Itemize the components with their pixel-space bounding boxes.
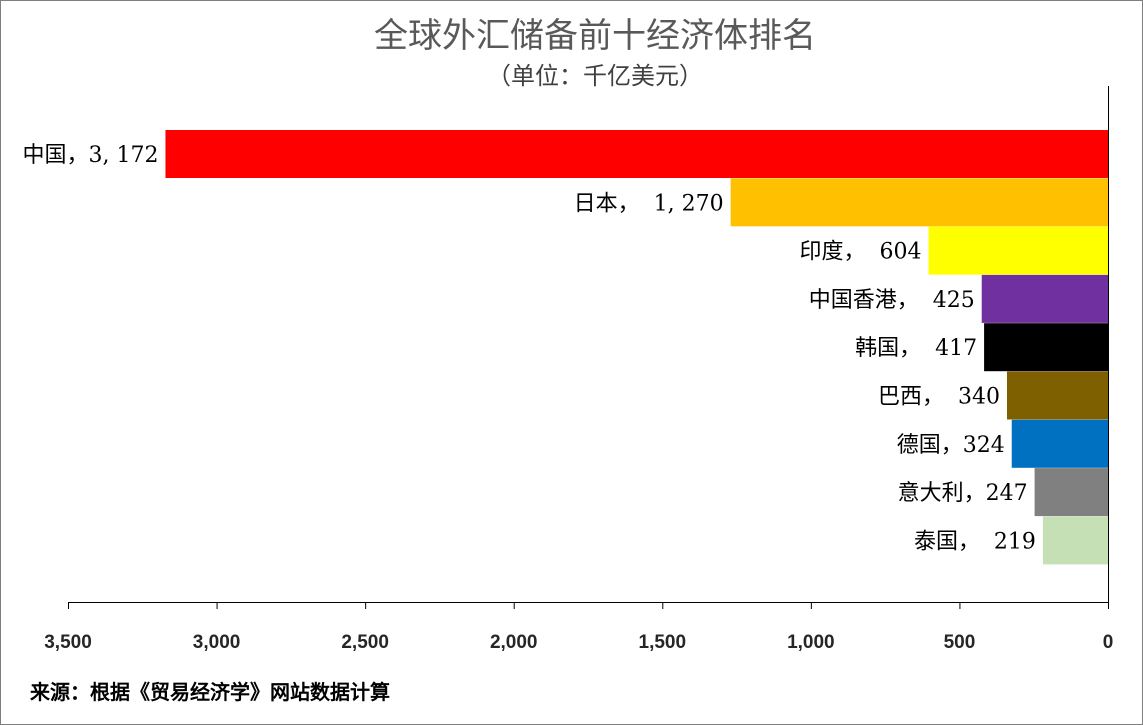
x-tick-label-4: 2,000: [490, 632, 538, 653]
data-label-3: 印度， 604: [800, 240, 922, 265]
bar-3: [928, 226, 1108, 275]
chart-title: 全球外汇储备前十经济体排名: [374, 16, 816, 56]
x-tick-label-7: 500: [944, 632, 976, 653]
bar-5: [984, 323, 1108, 372]
x-tick-label-5: 1,500: [639, 632, 687, 653]
data-label-4: 中国香港， 425: [809, 288, 975, 313]
x-tick-label-6: 1,000: [787, 632, 835, 653]
chart-subtitle: （单位：千亿美元）: [487, 62, 703, 90]
data-label-5: 韩国， 417: [855, 336, 977, 361]
x-tick-label-1: 3,500: [44, 632, 92, 653]
source-note: 来源：根据《贸易经济学》网站数据计算: [30, 680, 390, 704]
data-label-8: 意大利，247: [898, 481, 1028, 506]
bar-8: [1034, 468, 1108, 517]
bar-7: [1011, 419, 1108, 468]
data-label-6: 巴西， 340: [878, 385, 1000, 410]
data-label-9: 泰国， 219: [914, 529, 1036, 554]
x-tick-label-8: 0: [1103, 632, 1114, 653]
data-label-7: 德国，324: [897, 433, 1005, 458]
x-tick-label-2: 3,000: [193, 632, 241, 653]
data-label-2: 日本， 1, 270: [574, 191, 724, 216]
x-tick-label-3: 2,500: [341, 632, 389, 653]
bar-9: [1042, 516, 1108, 565]
bar-2: [730, 178, 1108, 227]
bar-1: [165, 130, 1108, 178]
bar-6: [1006, 371, 1108, 420]
bar-4: [981, 274, 1108, 323]
data-label-1: 中国，3, 172: [22, 143, 158, 168]
